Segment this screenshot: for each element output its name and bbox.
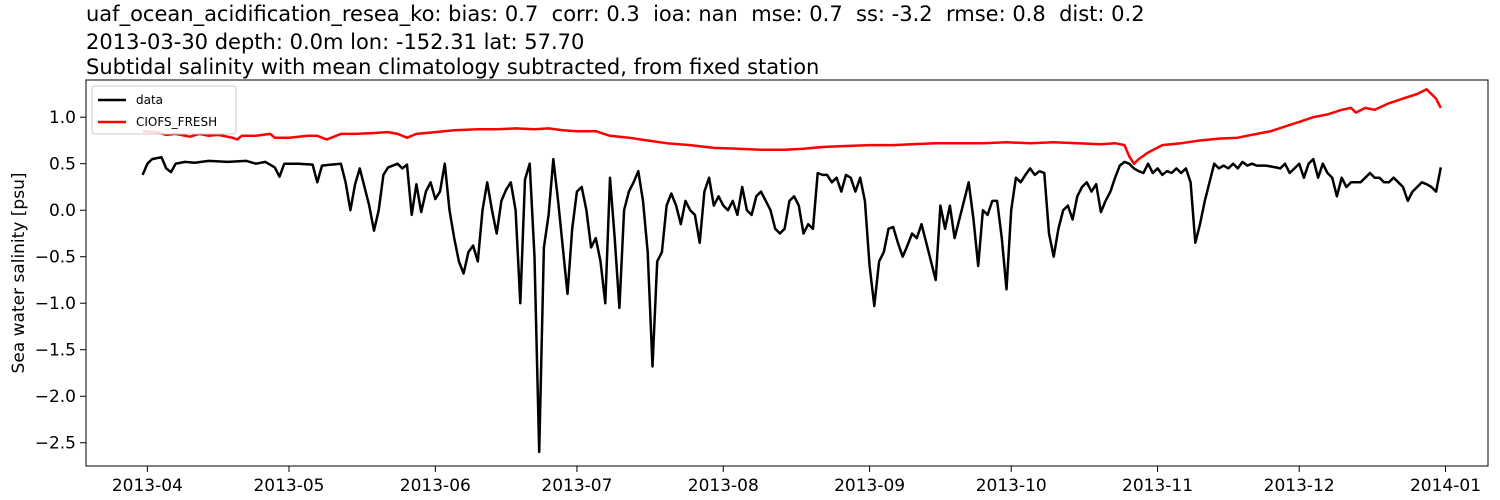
x-axis: 2013-04 2013-05 2013-06 2013-07 2013-08 2013-…	[112, 466, 1481, 496]
x-tick-label: 2013-07	[541, 476, 612, 496]
x-tick-label: 2013-08	[688, 476, 759, 496]
legend: data CIOFS_FRESH	[91, 85, 237, 135]
y-axis: 1.0 0.5 0.0 −0.5 −1.0 −1.5 −2.0 −2.5	[35, 108, 86, 454]
y-tick-label: 0.5	[49, 155, 76, 175]
x-tick-label: 2013-09	[834, 476, 905, 496]
series-line-ciofs-fresh	[142, 88, 1442, 165]
x-tick-label: 2013-10	[976, 476, 1047, 496]
x-tick-label: 2014-01	[1410, 476, 1481, 496]
x-tick-label: 2013-05	[253, 476, 324, 496]
y-tick-label: 1.0	[49, 108, 76, 128]
axes-frame	[85, 79, 1489, 467]
y-tick-label: 0.0	[49, 201, 76, 221]
x-tick-label: 2013-04	[112, 476, 183, 496]
plot-lines	[141, 88, 1443, 454]
x-tick-label: 2013-11	[1122, 476, 1193, 496]
x-tick-label: 2013-06	[400, 476, 471, 496]
chart-title-line-2: 2013-03-30 depth: 0.0m lon: -152.31 lat:…	[86, 30, 585, 54]
legend-label-data: data	[136, 93, 163, 107]
y-tick-label: −2.5	[35, 434, 76, 454]
chart-title-line-1: uaf_ocean_acidification_resea_ko: bias: …	[86, 2, 1145, 26]
x-tick-label: 2013-12	[1264, 476, 1335, 496]
legend-box	[91, 85, 237, 135]
series-line-data	[141, 155, 1443, 454]
y-tick-label: −1.5	[35, 341, 76, 361]
y-tick-label: −2.0	[35, 387, 76, 407]
chart-title-line-3: Subtidal salinity with mean climatology …	[86, 55, 820, 79]
y-tick-label: −1.0	[35, 294, 76, 314]
legend-label-ciofs-fresh: CIOFS_FRESH	[136, 115, 217, 129]
y-tick-label: −0.5	[35, 248, 76, 268]
y-axis-label: Sea water salinity [psu]	[9, 173, 29, 374]
